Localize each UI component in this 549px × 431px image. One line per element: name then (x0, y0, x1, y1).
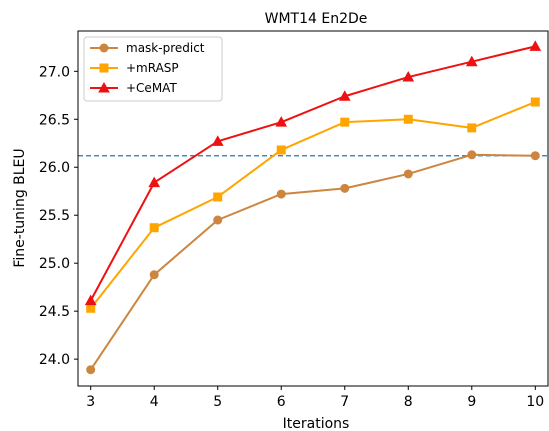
x-tick-label: 6 (277, 394, 286, 410)
plot-frame (77, 30, 549, 387)
data-point (149, 223, 159, 233)
legend: mask-predict +mRASP +CeMAT (83, 36, 223, 102)
series-1 (86, 150, 540, 375)
series-2 (86, 97, 540, 313)
series-3 (84, 40, 542, 306)
y-tick-label: 24.5 (39, 304, 70, 320)
data-point (467, 123, 477, 133)
legend-marker (98, 81, 110, 93)
y-axis-title: Fine-tuning BLEU (12, 148, 28, 267)
data-point (148, 176, 161, 188)
data-point (211, 135, 224, 146)
data-point (86, 365, 96, 375)
data-point (84, 294, 97, 306)
series-line (89, 153, 536, 371)
x-tick-label: 10 (526, 394, 544, 410)
legend-label: +CeMAT (126, 81, 177, 95)
legend-label: mask-predict (126, 41, 205, 55)
data-point (402, 71, 415, 82)
data-point (530, 97, 540, 107)
plot-area (78, 40, 548, 375)
x-tick-label: 3 (86, 394, 95, 410)
series-line (89, 101, 536, 309)
data-point (338, 90, 351, 101)
legend-marker (99, 43, 109, 53)
y-tick-label: 26.0 (39, 160, 70, 176)
legend-marker (99, 63, 109, 73)
data-point (340, 183, 350, 193)
y-tick-label: 27.0 (39, 64, 70, 80)
x-tick-label: 7 (340, 394, 349, 410)
y-tick-label: 25.0 (39, 256, 70, 272)
data-point (403, 114, 413, 124)
x-tick-label: 4 (150, 394, 159, 410)
data-point (276, 145, 286, 155)
data-point (403, 169, 413, 179)
data-point (467, 150, 477, 160)
data-point (465, 55, 478, 67)
data-point (529, 40, 542, 51)
y-tick-label: 26.5 (39, 112, 70, 128)
data-point (275, 116, 288, 127)
data-point (213, 192, 223, 202)
data-point (213, 215, 223, 225)
x-tick-label: 9 (467, 394, 476, 410)
data-point (86, 303, 96, 313)
series-line (89, 45, 536, 302)
y-tick-label: 24.0 (39, 352, 70, 368)
x-axis: 3 4 5 6 7 8 9 10 (86, 386, 544, 410)
legend-label: +mRASP (126, 61, 179, 75)
chart-title: WMT14 En2De (265, 11, 368, 27)
data-point (340, 117, 350, 127)
x-tick-label: 8 (404, 394, 413, 410)
legend-box (83, 36, 223, 102)
x-tick-label: 5 (213, 394, 222, 410)
data-point (276, 189, 286, 199)
y-tick-label: 25.5 (39, 208, 70, 224)
data-point (149, 270, 159, 280)
data-point (530, 151, 540, 161)
x-axis-title: Iterations (283, 416, 350, 431)
y-axis: 24.0 24.5 25.0 25.5 26.0 26.5 27.0 (39, 64, 78, 368)
